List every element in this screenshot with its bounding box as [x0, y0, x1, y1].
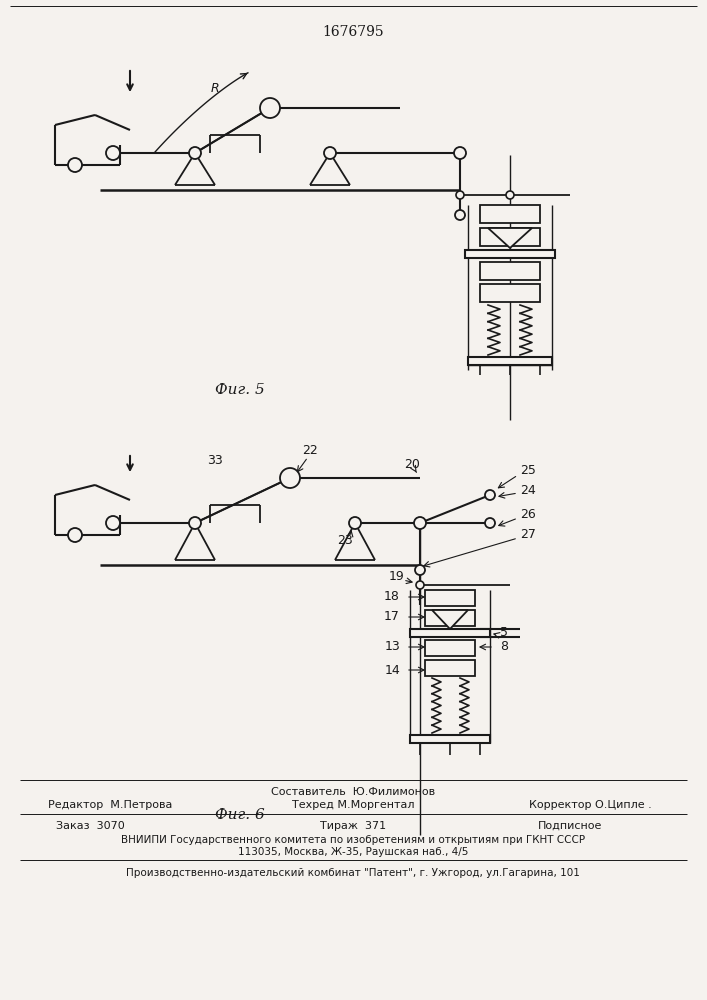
Circle shape — [280, 468, 300, 488]
Bar — [465, 250, 555, 258]
Text: Тираж  371: Тираж 371 — [320, 821, 386, 831]
Circle shape — [416, 581, 424, 589]
Circle shape — [485, 490, 495, 500]
Bar — [480, 228, 540, 246]
Text: Корректор О.Ципле .: Корректор О.Ципле . — [529, 800, 651, 810]
Circle shape — [349, 517, 361, 529]
Bar — [425, 660, 475, 676]
Polygon shape — [488, 228, 532, 248]
Circle shape — [189, 147, 201, 159]
Text: 19: 19 — [389, 570, 405, 584]
Text: 24: 24 — [520, 484, 536, 496]
Bar — [480, 262, 540, 280]
Text: 18: 18 — [384, 590, 400, 603]
Circle shape — [324, 147, 336, 159]
Bar — [480, 205, 540, 223]
Text: 8: 8 — [500, 641, 508, 654]
Circle shape — [455, 210, 465, 220]
Text: Фиг. 5: Фиг. 5 — [215, 383, 265, 397]
Circle shape — [260, 98, 280, 118]
Text: 17: 17 — [384, 610, 400, 624]
Text: 5: 5 — [500, 626, 508, 640]
Bar — [468, 357, 552, 365]
Circle shape — [106, 516, 120, 530]
Text: Подписное: Подписное — [538, 821, 602, 831]
Text: 25: 25 — [520, 464, 536, 477]
Bar — [410, 629, 490, 637]
Circle shape — [414, 517, 426, 529]
Text: 1676795: 1676795 — [322, 25, 384, 39]
Text: 33: 33 — [207, 454, 223, 466]
Circle shape — [454, 147, 466, 159]
Text: ВНИИПИ Государственного комитета по изобретениям и открытиям при ГКНТ СССР: ВНИИПИ Государственного комитета по изоб… — [121, 835, 585, 845]
Text: 13: 13 — [384, 641, 400, 654]
Circle shape — [106, 146, 120, 160]
Circle shape — [506, 191, 514, 199]
Text: 20: 20 — [404, 458, 420, 472]
Text: Фиг. 6: Фиг. 6 — [215, 808, 265, 822]
Bar — [425, 610, 475, 626]
Text: Составитель  Ю.Филимонов: Составитель Ю.Филимонов — [271, 787, 435, 797]
Text: 23: 23 — [337, 534, 353, 546]
Text: Производственно-издательский комбинат "Патент", г. Ужгород, ул.Гагарина, 101: Производственно-издательский комбинат "П… — [126, 868, 580, 878]
Text: 22: 22 — [302, 444, 318, 456]
Circle shape — [415, 565, 425, 575]
Circle shape — [189, 517, 201, 529]
Circle shape — [456, 191, 464, 199]
Circle shape — [485, 518, 495, 528]
Bar — [425, 640, 475, 656]
Bar — [480, 284, 540, 302]
Bar — [410, 735, 490, 743]
Text: 14: 14 — [384, 664, 400, 676]
Text: R: R — [211, 82, 219, 95]
Text: Техред М.Моргентал: Техред М.Моргентал — [292, 800, 414, 810]
Circle shape — [68, 158, 82, 172]
Text: 113035, Москва, Ж-35, Раушская наб., 4/5: 113035, Москва, Ж-35, Раушская наб., 4/5 — [238, 847, 468, 857]
Text: 26: 26 — [520, 508, 536, 522]
Polygon shape — [432, 610, 468, 629]
Text: 27: 27 — [520, 528, 536, 542]
Text: Редактор  М.Петрова: Редактор М.Петрова — [48, 800, 173, 810]
Bar — [425, 590, 475, 606]
Circle shape — [68, 528, 82, 542]
Text: Заказ  3070: Заказ 3070 — [56, 821, 124, 831]
